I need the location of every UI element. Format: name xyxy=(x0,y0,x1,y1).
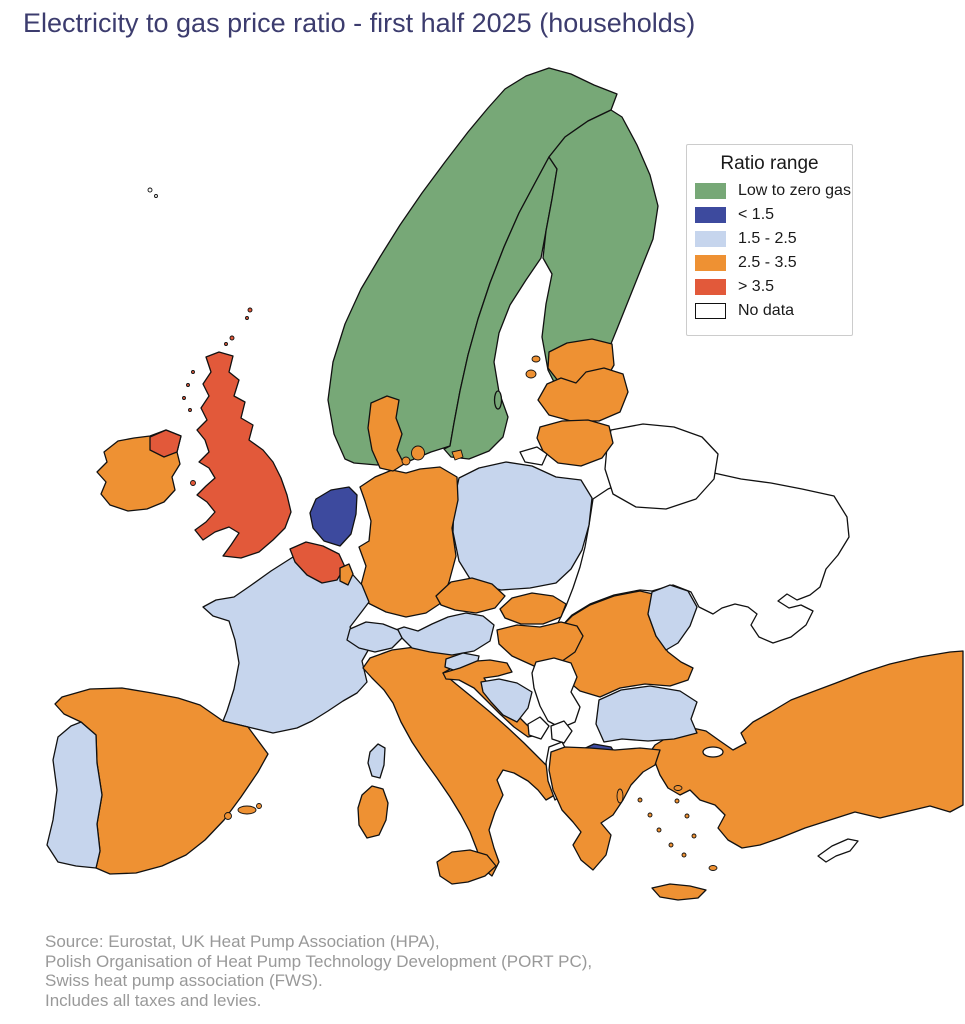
country-kosovo xyxy=(550,720,573,744)
aegean-island xyxy=(691,833,697,839)
country-portugal xyxy=(46,721,103,869)
legend-item-lt_1_5: < 1.5 xyxy=(695,206,844,224)
legend-swatch-r2_5_to_3_5 xyxy=(695,255,726,271)
country-slovakia xyxy=(499,592,567,625)
country-sweden xyxy=(443,156,558,460)
country-netherlands xyxy=(309,486,358,547)
island-orkney xyxy=(224,342,228,346)
island-shetland xyxy=(247,307,253,313)
legend-label: Low to zero gas xyxy=(738,182,851,199)
country-greece xyxy=(548,746,661,871)
aegean-island xyxy=(684,813,690,819)
island-bornholm xyxy=(451,449,464,461)
island-lesbos xyxy=(673,785,683,791)
aegean-island xyxy=(668,842,674,848)
country-france xyxy=(202,551,371,734)
legend-item-r1_5_to_2_5: 1.5 - 2.5 xyxy=(695,230,844,248)
island-faroe xyxy=(147,187,153,193)
island-mallorca xyxy=(237,805,257,815)
country-romania xyxy=(547,590,694,698)
source-line: Source: Eurostat, UK Heat Pump Associati… xyxy=(45,932,440,951)
island-isle-of-man xyxy=(190,480,196,486)
country-kaliningrad xyxy=(519,446,548,466)
country-hungary xyxy=(496,621,584,667)
sea-of-marmara xyxy=(702,746,724,758)
aegean-island xyxy=(647,812,653,818)
aegean-island xyxy=(681,852,687,858)
source-line: Swiss heat pump association (FWS). xyxy=(45,971,323,990)
legend: Ratio range Low to zero gas < 1.5 1.5 - 2.… xyxy=(686,144,853,336)
island-corsica xyxy=(367,743,386,779)
country-austria xyxy=(389,612,495,656)
legend-label: No data xyxy=(738,302,795,319)
country-denmark xyxy=(367,395,405,472)
country-united-kingdom xyxy=(194,351,292,559)
country-cyprus xyxy=(817,838,859,863)
aegean-island xyxy=(674,798,680,804)
source-line: Includes all taxes and levies. xyxy=(45,990,262,1010)
country-moldova xyxy=(647,584,698,651)
island-hebrides xyxy=(191,370,195,374)
source-line: Polish Organisation of Heat Pump Technol… xyxy=(45,951,593,971)
source-text: Source: Eurostat, UK Heat Pump Associati… xyxy=(45,932,592,1010)
legend-label: > 3.5 xyxy=(738,278,775,295)
island-orkney xyxy=(229,335,235,341)
country-bosnia xyxy=(480,678,533,723)
legend-label: < 1.5 xyxy=(738,206,775,223)
island-euboea xyxy=(616,788,624,804)
country-lithuania xyxy=(536,419,614,467)
country-turkey xyxy=(647,650,964,849)
page-title: Electricity to gas price ratio - first h… xyxy=(23,8,696,38)
legend-title: Ratio range xyxy=(720,153,819,174)
island-rhodes xyxy=(708,865,718,871)
island-hebrides xyxy=(182,396,186,400)
legend-item-low_to_zero_gas: Low to zero gas xyxy=(695,182,851,200)
legend-swatch-lt_1_5 xyxy=(695,207,726,223)
island-hebrides xyxy=(186,383,190,387)
island-faroe xyxy=(154,194,158,198)
island-shetland xyxy=(245,316,249,320)
legend-label: 2.5 - 3.5 xyxy=(738,254,797,271)
aegean-island xyxy=(656,827,662,833)
country-bulgaria xyxy=(595,685,698,743)
island-hiiumaa xyxy=(531,355,541,363)
legend-item-r2_5_to_3_5: 2.5 - 3.5 xyxy=(695,254,844,272)
country-poland xyxy=(452,461,593,591)
legend-item-no_data: No data xyxy=(695,302,844,320)
island-funen xyxy=(401,456,411,466)
legend-swatch-gt_3_5 xyxy=(695,279,726,295)
island-sardinia xyxy=(357,785,389,839)
island-ibiza xyxy=(224,812,232,820)
island-menorca xyxy=(256,803,262,809)
legend-swatch-low_to_zero_gas xyxy=(695,183,726,199)
island-saaremaa xyxy=(525,369,537,379)
country-luxembourg xyxy=(339,563,354,586)
island-gotland xyxy=(493,390,503,410)
island-sicily xyxy=(436,849,497,885)
region-northern-ireland xyxy=(149,429,182,458)
legend-swatch-no_data xyxy=(695,303,726,319)
island-zealand xyxy=(411,445,425,461)
legend-swatch-r1_5_to_2_5 xyxy=(695,231,726,247)
island-crete xyxy=(651,883,707,901)
legend-items: Low to zero gas < 1.5 1.5 - 2.5 2.5 - 3.5 > … xyxy=(695,182,851,320)
island-hebrides xyxy=(188,408,192,412)
aegean-island xyxy=(637,797,643,803)
country-belarus xyxy=(604,423,719,510)
country-montenegro xyxy=(527,716,550,740)
legend-item-gt_3_5: > 3.5 xyxy=(695,278,844,296)
country-switzerland xyxy=(346,621,403,653)
legend-label: 1.5 - 2.5 xyxy=(738,230,797,247)
country-czechia xyxy=(435,577,506,614)
country-serbia xyxy=(531,657,581,729)
